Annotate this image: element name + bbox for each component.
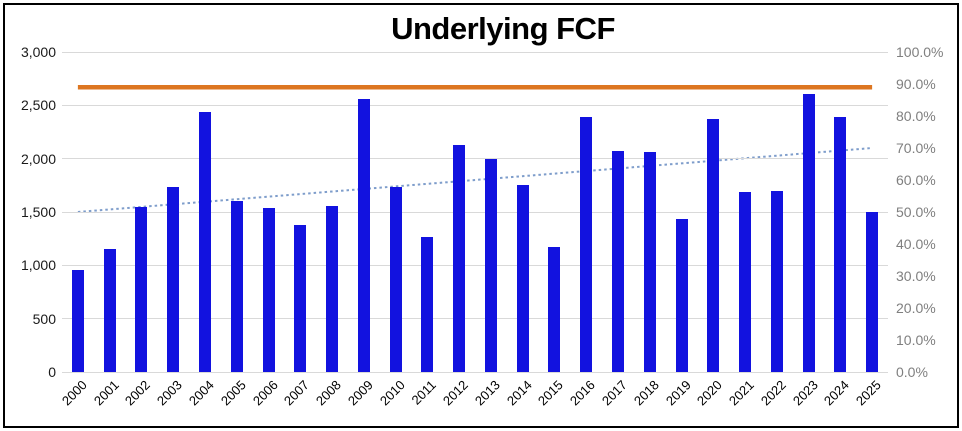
left-axis-label: 2,500 xyxy=(20,97,56,114)
gridline-0 xyxy=(62,371,888,373)
bar-2002 xyxy=(135,206,148,372)
left-axis-label: 3,000 xyxy=(20,44,56,60)
bar-2004 xyxy=(198,111,211,372)
bar-2017 xyxy=(611,151,624,372)
right-axis-label: 60.0% xyxy=(896,172,936,188)
gridline-1500 xyxy=(62,211,888,213)
gridline-2000 xyxy=(62,158,888,160)
right-axis-label: 90.0% xyxy=(896,76,936,92)
bar-2023 xyxy=(802,93,815,372)
bar-2005 xyxy=(230,201,243,372)
bar-2000 xyxy=(71,269,84,372)
right-axis-label: 80.0% xyxy=(896,108,936,124)
chart-title: Underlying FCF xyxy=(391,11,615,46)
bar-2025 xyxy=(866,212,879,372)
bar-2001 xyxy=(103,249,116,372)
bar-2021 xyxy=(739,191,752,372)
right-axis-label: 100.0% xyxy=(896,44,944,60)
bar-2013 xyxy=(484,158,497,372)
left-axis-label: 2,000 xyxy=(20,150,56,167)
bar-2018 xyxy=(643,152,656,372)
bar-2011 xyxy=(421,236,434,372)
gridline-3000 xyxy=(62,51,888,53)
left-axis-label: 1,000 xyxy=(20,257,56,274)
bar-2008 xyxy=(326,205,339,372)
gridline-500 xyxy=(62,318,888,320)
bar-2020 xyxy=(707,119,720,372)
bar-2015 xyxy=(548,247,561,372)
bar-2016 xyxy=(580,117,593,372)
bar-2010 xyxy=(389,187,402,372)
bar-2022 xyxy=(770,190,783,372)
right-axis-label: 40.0% xyxy=(896,236,936,252)
right-axis-label: 10.0% xyxy=(896,332,936,348)
left-axis-label: 500 xyxy=(32,310,56,327)
right-axis-label: 70.0% xyxy=(896,140,936,156)
right-axis-label: 0.0% xyxy=(896,364,928,380)
bar-2019 xyxy=(675,219,688,372)
bar-2012 xyxy=(453,144,466,372)
bar-2014 xyxy=(516,185,529,372)
left-axis-label: 1,500 xyxy=(20,204,56,220)
left-axis-label: 0 xyxy=(48,364,56,380)
right-axis-label: 30.0% xyxy=(896,268,936,284)
gridline-1000 xyxy=(62,264,888,266)
bar-2007 xyxy=(294,224,307,372)
bar-2024 xyxy=(834,117,847,372)
right-axis-label: 20.0% xyxy=(896,300,936,316)
bar-2006 xyxy=(262,207,275,372)
right-axis-label: 50.0% xyxy=(896,204,936,220)
bar-2009 xyxy=(357,98,370,372)
gridline-2500 xyxy=(62,104,888,106)
bar-2003 xyxy=(167,187,180,372)
